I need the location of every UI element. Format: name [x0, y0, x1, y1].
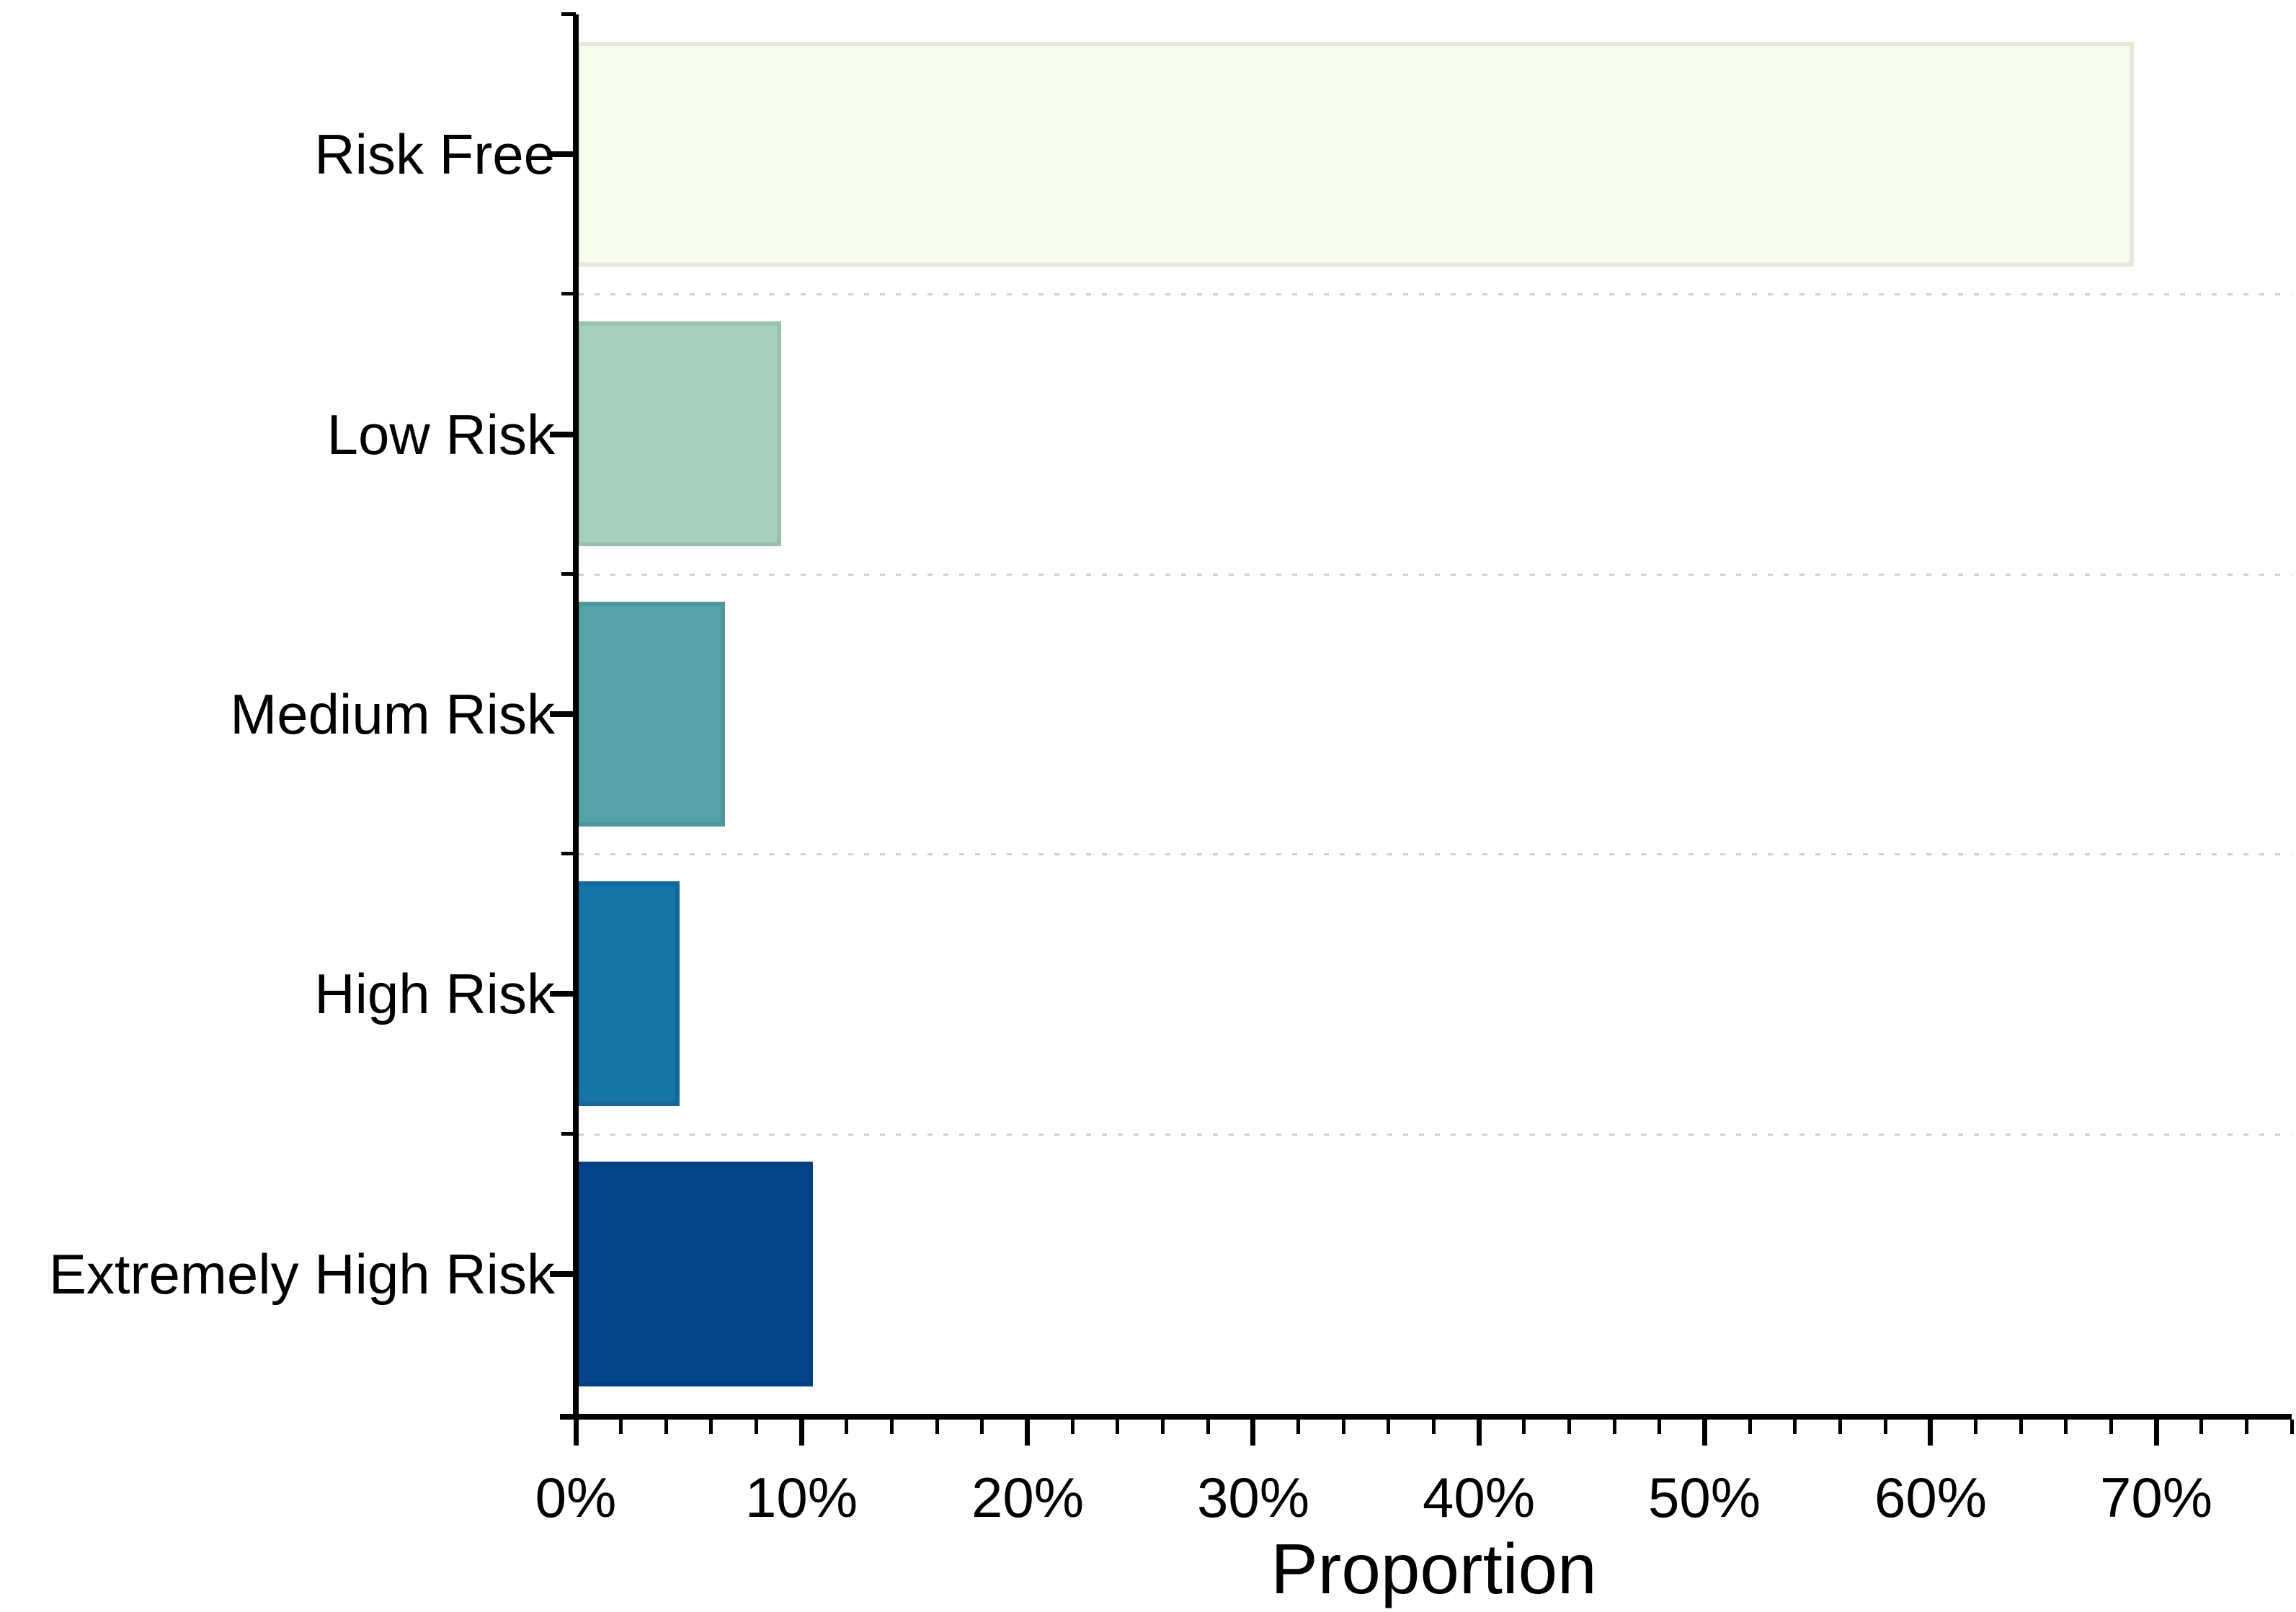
gridline [579, 573, 2292, 576]
gridline [579, 293, 2292, 296]
x-axis-minor-tick [2109, 1420, 2113, 1434]
bar-medium-risk [576, 601, 725, 827]
category-label-high-risk: High Risk [314, 962, 555, 1026]
x-axis-major-tick [1250, 1420, 1255, 1446]
x-axis-minor-tick [2290, 1420, 2294, 1434]
x-axis-minor-tick [2064, 1420, 2068, 1434]
y-axis-line [573, 14, 579, 1420]
x-axis-minor-tick [1116, 1420, 1119, 1434]
x-axis-minor-tick [1342, 1420, 1345, 1434]
x-tick-label: 0% [535, 1466, 617, 1529]
x-axis-minor-tick [1296, 1420, 1300, 1434]
x-tick-label: 70% [2099, 1466, 2213, 1529]
x-axis-minor-tick [980, 1420, 984, 1434]
y-axis-major-tick [550, 151, 576, 158]
category-label-low-risk: Low Risk [326, 402, 555, 466]
x-axis-line [560, 1414, 2292, 1420]
x-axis-minor-tick [1206, 1420, 1210, 1434]
x-axis-minor-tick [1748, 1420, 1752, 1434]
x-axis-minor-tick [1974, 1420, 1977, 1434]
x-axis-minor-tick [1658, 1420, 1661, 1434]
bar-high-risk [576, 881, 680, 1107]
x-axis-minor-tick [1613, 1420, 1616, 1434]
category-label-extremely-high-risk: Extremely High Risk [48, 1242, 555, 1306]
x-axis-major-tick [1928, 1420, 1933, 1446]
category-label-medium-risk: Medium Risk [230, 682, 555, 746]
x-axis-title: Proportion [1271, 1529, 1597, 1608]
x-axis-minor-tick [1387, 1420, 1390, 1434]
y-axis-major-tick [550, 1270, 576, 1277]
gridline [579, 853, 2292, 856]
x-axis-minor-tick [2199, 1420, 2203, 1434]
x-axis-minor-tick [1522, 1420, 1526, 1434]
y-axis-major-tick [550, 991, 576, 997]
x-axis-major-tick [1477, 1420, 1482, 1446]
bar-low-risk [576, 321, 781, 547]
y-axis-major-tick [550, 711, 576, 717]
y-axis-minor-tick [561, 1131, 576, 1136]
category-label-risk-free: Risk Free [314, 123, 555, 187]
x-axis-minor-tick [845, 1420, 848, 1434]
x-axis-major-tick [2154, 1420, 2159, 1446]
x-axis-minor-tick [935, 1420, 939, 1434]
x-tick-label: 30% [1196, 1466, 1310, 1529]
gridline [579, 1133, 2292, 1136]
x-axis-minor-tick [664, 1420, 668, 1434]
x-axis-major-tick [574, 1420, 579, 1446]
x-tick-label: 20% [971, 1466, 1085, 1529]
x-axis-major-tick [1702, 1420, 1707, 1446]
y-axis-minor-tick [561, 571, 576, 576]
x-axis-minor-tick [619, 1420, 623, 1434]
x-axis-minor-tick [1884, 1420, 1887, 1434]
y-axis-minor-tick [561, 12, 576, 16]
x-axis-minor-tick [2245, 1420, 2248, 1434]
x-tick-label: 10% [744, 1466, 858, 1529]
bar-extremely-high-risk [576, 1161, 813, 1386]
x-axis-minor-tick [2019, 1420, 2023, 1434]
x-tick-label: 40% [1422, 1466, 1536, 1529]
x-axis-minor-tick [890, 1420, 894, 1434]
x-axis-minor-tick [1432, 1420, 1436, 1434]
x-axis-minor-tick [1567, 1420, 1571, 1434]
y-axis-major-tick [550, 431, 576, 437]
x-axis-minor-tick [1838, 1420, 1842, 1434]
x-axis-minor-tick [755, 1420, 758, 1434]
y-axis-minor-tick [561, 292, 576, 296]
y-axis-minor-tick [561, 852, 576, 856]
x-axis-major-tick [799, 1420, 804, 1446]
x-axis-minor-tick [709, 1420, 713, 1434]
x-axis-minor-tick [1071, 1420, 1074, 1434]
x-axis-minor-tick [1161, 1420, 1165, 1434]
x-tick-label: 60% [1874, 1466, 1988, 1529]
x-tick-label: 50% [1647, 1466, 1761, 1529]
bar-risk-free [576, 42, 2134, 267]
x-axis-major-tick [1025, 1420, 1030, 1446]
x-axis-minor-tick [1793, 1420, 1797, 1434]
